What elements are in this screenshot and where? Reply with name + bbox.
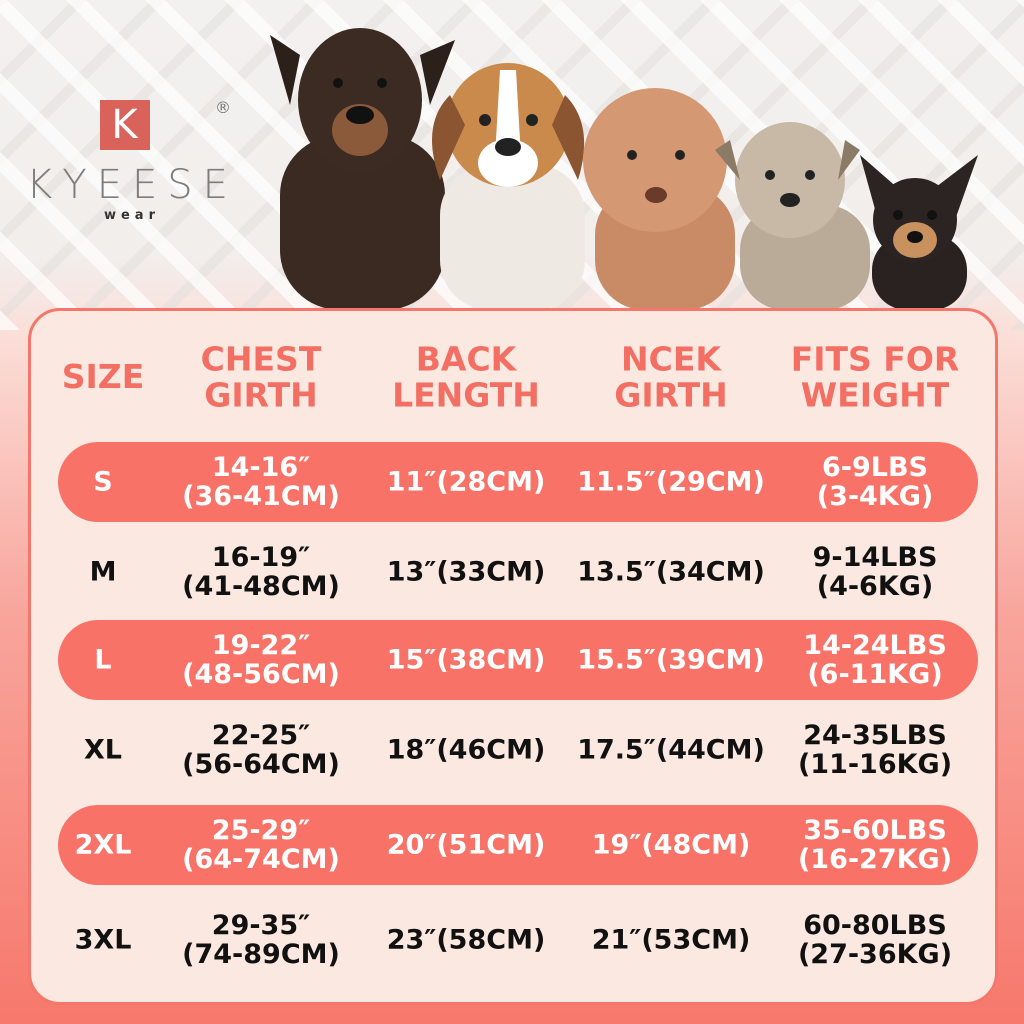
cell-chest: 19-22″ (48-56CM) <box>182 629 340 690</box>
table-row: M 16-19″ (41-48CM) 13″(33CM) 13.5″(34CM) 9-14… <box>58 532 978 612</box>
logo-k-badge: K <box>99 100 150 150</box>
cell-neck: 13.5″(34CM) <box>577 556 765 588</box>
cell-chest: 25-29″ (64-74CM) <box>182 814 340 875</box>
chihuahua-dog <box>860 155 978 310</box>
header-neck-girth: NCEK GIRTH <box>614 339 728 414</box>
cell-size: L <box>94 644 112 676</box>
header-size: SIZE <box>61 357 145 397</box>
cell-chest: 29-35″ (74-89CM) <box>182 909 340 970</box>
cell-back: 11″(28CM) <box>386 466 546 498</box>
brand-subtitle: wear <box>103 208 160 223</box>
cell-size: 2XL <box>74 829 132 861</box>
cell-neck: 11.5″(29CM) <box>577 466 765 498</box>
table-row: S 14-16″ (36-41CM) 11″(28CM) 11.5″(29CM) 6-9L… <box>58 442 978 522</box>
brand-name: KYEESE <box>26 162 238 208</box>
beagle-dog <box>432 63 585 310</box>
cell-weight: 24-35LBS (11-16KG) <box>797 719 953 780</box>
cell-neck: 15.5″(39CM) <box>577 644 765 676</box>
cell-weight: 35-60LBS (16-27KG) <box>797 814 953 875</box>
cell-size: M <box>89 556 117 588</box>
cell-size: XL <box>83 734 123 766</box>
schnauzer-dog <box>715 122 870 310</box>
cell-back: 13″(33CM) <box>386 556 546 588</box>
cell-neck: 21″(53CM) <box>591 924 751 956</box>
size-chart-table: SIZE CHEST GIRTH BACK LENGTH NCEK GIRTH FITS FO… <box>28 308 998 1005</box>
cell-size: S <box>93 466 113 498</box>
table-header: SIZE CHEST GIRTH BACK LENGTH NCEK GIRTH FITS FO… <box>31 339 995 419</box>
cell-chest: 16-19″ (41-48CM) <box>182 541 340 602</box>
cell-size: 3XL <box>74 924 132 956</box>
cell-chest: 22-25″ (56-64CM) <box>182 719 340 780</box>
cell-weight: 9-14LBS (4-6KG) <box>812 541 938 602</box>
dogs-photo <box>270 28 978 310</box>
brand-logo: K ® KYEESE wear <box>22 98 242 223</box>
cell-weight: 6-9LBS (3-4KG) <box>816 451 934 512</box>
table-row: 3XL 29-35″ (74-89CM) 23″(58CM) 21″(53CM) 60-8… <box>58 900 978 980</box>
doberman-dog <box>270 28 455 310</box>
registered-mark: ® <box>215 98 231 117</box>
cell-weight: 14-24LBS (6-11KG) <box>803 629 947 690</box>
table-row: L 19-22″ (48-56CM) 15″(38CM) 15.5″(39CM) 14-2… <box>58 620 978 700</box>
header-back-length: BACK LENGTH <box>392 339 540 414</box>
cell-back: 23″(58CM) <box>386 924 546 956</box>
cell-neck: 19″(48CM) <box>591 829 751 861</box>
cell-back: 15″(38CM) <box>386 644 546 676</box>
table-row: XL 22-25″ (56-64CM) 18″(46CM) 17.5″(44CM) 24-… <box>58 710 978 790</box>
cell-neck: 17.5″(44CM) <box>577 734 765 766</box>
header-chest-girth: CHEST GIRTH <box>200 339 322 414</box>
table-row: 2XL 25-29″ (64-74CM) 20″(51CM) 19″(48CM) 35-6… <box>58 805 978 885</box>
header-weight: FITS FOR WEIGHT <box>790 339 960 414</box>
cell-back: 18″(46CM) <box>386 734 546 766</box>
cell-chest: 14-16″ (36-41CM) <box>182 451 340 512</box>
cell-back: 20″(51CM) <box>386 829 546 861</box>
poodle-dog <box>583 88 735 310</box>
cell-weight: 60-80LBS (27-36KG) <box>797 909 953 970</box>
